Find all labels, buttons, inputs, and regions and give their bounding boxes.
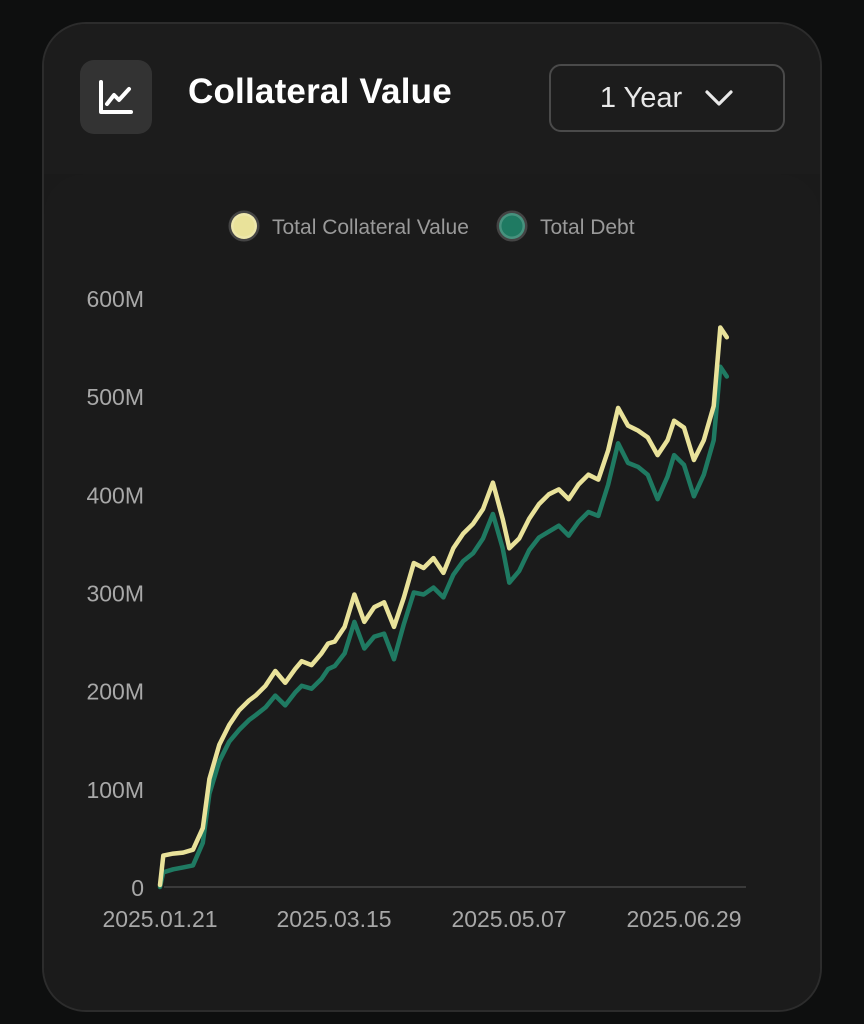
line-chart-icon-glyph <box>99 80 133 114</box>
y-tick-label: 500M <box>86 384 144 410</box>
x-tick-label: 2025.03.15 <box>276 906 391 932</box>
collateral-line <box>157 325 730 888</box>
chart-legend: Total Collateral Value Total Debt <box>228 210 635 242</box>
card-header: Collateral Value 1 Year <box>44 24 820 174</box>
y-tick-label: 300M <box>86 581 144 607</box>
y-tick-label: 200M <box>86 679 144 705</box>
y-tick-label: 0 <box>131 875 144 901</box>
chart-lines <box>157 325 730 890</box>
y-tick-label: 600M <box>86 286 144 312</box>
collateral-value-card: Collateral Value 1 Year Total Collateral… <box>42 22 822 1012</box>
y-tick-label: 100M <box>86 777 144 803</box>
x-tick-label: 2025.06.29 <box>626 906 741 932</box>
legend-label-debt: Total Debt <box>540 216 635 239</box>
collateral-chart: Total Collateral Value Total Debt 0 100M 20… <box>86 210 746 932</box>
legend-marker-debt <box>496 210 528 242</box>
y-axis: 0 100M 200M 300M 400M 500M 600M <box>86 286 144 901</box>
debt-line <box>157 364 730 890</box>
time-range-dropdown[interactable]: 1 Year <box>549 64 785 132</box>
line-chart-icon <box>80 60 152 134</box>
y-tick-label: 400M <box>86 482 144 508</box>
legend-label-collateral: Total Collateral Value <box>272 216 469 239</box>
legend-item-collateral[interactable]: Total Collateral Value <box>228 210 469 242</box>
chevron-down-icon <box>705 90 733 106</box>
legend-item-debt[interactable]: Total Debt <box>496 210 635 242</box>
chart-panel: Total Collateral Value Total Debt 0 100M 20… <box>44 174 820 1010</box>
x-axis: 2025.01.21 2025.03.15 2025.05.07 2025.06.29 <box>102 886 746 932</box>
time-range-label: 1 Year <box>599 81 683 114</box>
page-title: Collateral Value <box>188 72 452 111</box>
legend-marker-collateral <box>228 210 260 242</box>
x-tick-label: 2025.01.21 <box>102 906 217 932</box>
x-tick-label: 2025.05.07 <box>451 906 566 932</box>
